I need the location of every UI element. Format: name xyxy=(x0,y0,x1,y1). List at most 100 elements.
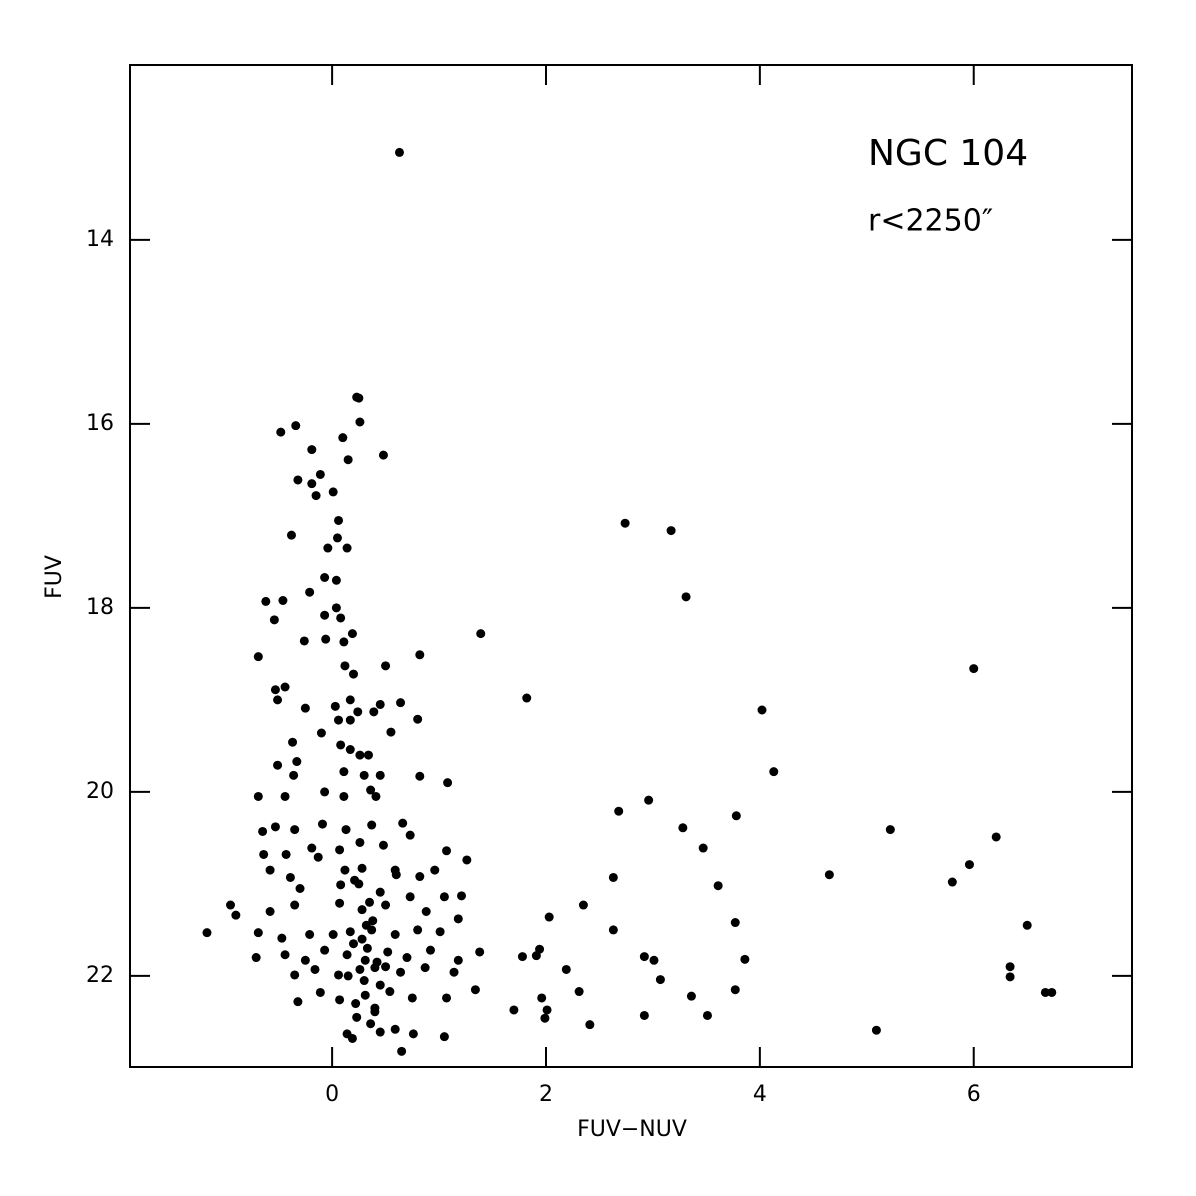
point xyxy=(405,830,415,840)
point xyxy=(280,950,290,960)
point xyxy=(288,737,298,747)
point xyxy=(666,526,676,536)
point xyxy=(321,634,331,644)
point xyxy=(273,695,283,705)
point xyxy=(259,849,269,859)
point xyxy=(336,740,346,750)
point xyxy=(578,900,588,910)
point xyxy=(470,985,480,995)
point xyxy=(381,900,391,910)
point xyxy=(253,791,263,801)
point xyxy=(334,715,344,725)
point xyxy=(614,806,624,816)
point xyxy=(357,905,367,915)
point xyxy=(251,953,261,963)
point xyxy=(453,914,463,924)
point xyxy=(385,987,395,997)
point xyxy=(964,860,974,870)
point xyxy=(522,693,532,703)
point xyxy=(291,421,301,431)
point xyxy=(293,997,303,1007)
point xyxy=(290,970,300,980)
point xyxy=(330,701,340,711)
point xyxy=(655,975,665,985)
point xyxy=(335,898,345,908)
point xyxy=(443,778,453,788)
point xyxy=(320,945,330,955)
y-tick-label: 22 xyxy=(86,963,114,988)
point xyxy=(644,795,654,805)
point xyxy=(824,870,834,880)
point xyxy=(1022,920,1032,930)
point xyxy=(381,661,391,671)
point xyxy=(561,964,571,974)
point xyxy=(342,543,352,553)
point xyxy=(332,533,342,543)
point xyxy=(415,872,425,882)
point xyxy=(320,573,330,583)
point xyxy=(305,587,315,597)
x-tick-label: 6 xyxy=(967,1082,981,1107)
point xyxy=(702,1010,712,1020)
point xyxy=(286,530,296,540)
point xyxy=(307,843,317,853)
point xyxy=(307,479,317,489)
point xyxy=(295,883,305,893)
point xyxy=(413,714,423,724)
point xyxy=(316,728,326,738)
point xyxy=(300,955,310,965)
point xyxy=(947,877,957,887)
point xyxy=(698,843,708,853)
point xyxy=(353,707,363,717)
point xyxy=(315,469,325,479)
point xyxy=(261,596,271,606)
point xyxy=(535,944,545,954)
point xyxy=(462,855,472,865)
point xyxy=(253,928,263,938)
point xyxy=(678,823,688,833)
point xyxy=(375,699,385,709)
point xyxy=(280,791,290,801)
point xyxy=(457,891,467,901)
point xyxy=(639,1010,649,1020)
point xyxy=(345,695,355,705)
point xyxy=(731,811,741,821)
point xyxy=(317,819,327,829)
point xyxy=(509,1005,519,1015)
point xyxy=(359,770,369,780)
point xyxy=(365,897,375,907)
point xyxy=(355,837,365,847)
point xyxy=(991,832,1001,842)
point xyxy=(290,825,300,835)
point xyxy=(348,669,358,679)
point xyxy=(381,962,391,972)
point xyxy=(439,892,449,902)
point xyxy=(340,865,350,875)
point xyxy=(442,846,452,856)
point xyxy=(323,543,333,553)
point xyxy=(313,852,323,862)
point xyxy=(347,1033,357,1043)
point xyxy=(345,927,355,937)
point xyxy=(369,707,379,717)
y-tick-label: 18 xyxy=(86,595,114,620)
point xyxy=(336,613,346,623)
point xyxy=(363,750,373,760)
point xyxy=(348,939,358,949)
point xyxy=(343,971,353,981)
point xyxy=(449,967,459,977)
point xyxy=(442,993,452,1003)
point xyxy=(253,652,263,662)
x-tick-label: 0 xyxy=(325,1082,339,1107)
point xyxy=(342,950,352,960)
point xyxy=(608,925,618,935)
point xyxy=(310,964,320,974)
point xyxy=(278,596,288,606)
point xyxy=(292,757,302,767)
point xyxy=(289,770,299,780)
point xyxy=(328,930,338,940)
point xyxy=(1005,962,1015,972)
point xyxy=(415,650,425,660)
point xyxy=(290,900,300,910)
point xyxy=(375,980,385,990)
